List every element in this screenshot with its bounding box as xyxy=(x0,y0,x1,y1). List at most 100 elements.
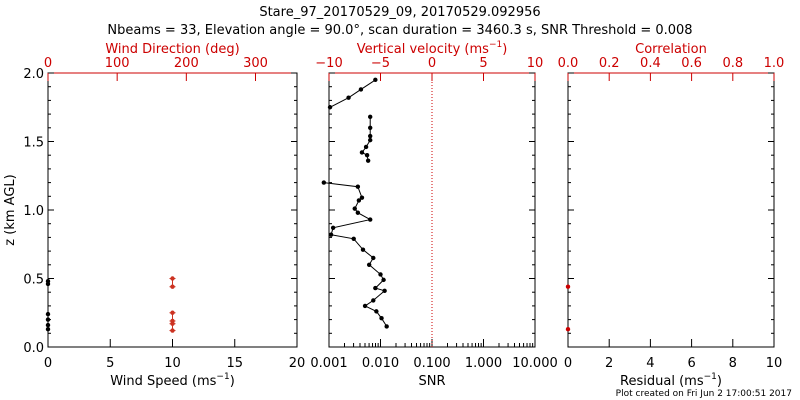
velocity-point xyxy=(360,247,366,252)
x-axis-label: SNR xyxy=(418,374,445,389)
wind-speed-point xyxy=(45,322,51,328)
x-axis-label: Residual (ms−1) xyxy=(620,372,722,389)
velocity-point xyxy=(355,210,361,215)
velocity-profile-line xyxy=(323,182,388,327)
figure-subtitle: Nbeams = 33, Elevation angle = 90.0°, sc… xyxy=(107,23,692,38)
velocity-point xyxy=(359,195,365,200)
x-axis-label: Wind Speed (ms−1) xyxy=(110,372,235,389)
x-tick-label: 4 xyxy=(646,356,654,371)
x-tick-label: 0 xyxy=(44,356,52,371)
x-tick-label: 0 xyxy=(564,356,572,371)
velocity-point xyxy=(368,114,373,120)
top-axis-label-sup: −1 xyxy=(489,40,502,50)
correlation-panel: 0 2 4 6 8 10 Residual (ms−1) 0.0 0.2 0.4 0.6 0.8 1.0… xyxy=(558,42,785,389)
velocity-point xyxy=(362,303,368,309)
x-tick-label: 10 xyxy=(766,356,783,371)
velocity-point xyxy=(356,198,362,203)
velocity-point xyxy=(368,137,373,143)
x-tick-label: 6 xyxy=(687,356,695,371)
velocity-point xyxy=(371,298,376,303)
velocity-point xyxy=(374,309,379,314)
plot-created-note: Plot created on Fri Jun 2 17:00:51 2017 xyxy=(616,389,792,399)
plot-frame xyxy=(47,72,298,348)
x-axis-label-main: Wind Speed (ms xyxy=(110,374,216,389)
velocity-point xyxy=(384,324,389,329)
velocity-point xyxy=(355,184,361,189)
x-tick-label: 8 xyxy=(729,356,737,371)
velocity-point xyxy=(327,105,333,110)
wind-speed-point xyxy=(45,317,51,322)
velocity-point xyxy=(373,285,378,291)
wind-speed-point xyxy=(45,326,51,332)
top-axis-label-tail: ) xyxy=(502,42,507,57)
velocity-point xyxy=(363,144,369,150)
velocity-point xyxy=(328,232,334,237)
top-tick-label: 0.8 xyxy=(722,56,743,71)
velocity-point xyxy=(352,206,357,211)
velocity-point xyxy=(346,95,351,100)
velocity-point xyxy=(373,77,378,83)
residual-point xyxy=(565,326,571,332)
y-tick-label: 2.0 xyxy=(23,67,44,82)
x-tick-label: 10.000 xyxy=(512,356,558,371)
figure-title: Stare_97_20170529_09, 20170529.092956 xyxy=(259,5,540,20)
top-tick-label: 0 xyxy=(428,56,436,71)
wind-speed-point xyxy=(45,281,51,287)
velocity-point xyxy=(378,272,383,277)
velocity-profile-line xyxy=(329,79,376,108)
velocity-point xyxy=(382,288,387,294)
velocity-point xyxy=(364,153,370,158)
x-tick-label: 20 xyxy=(289,356,306,371)
velocity-point xyxy=(368,217,373,222)
top-tick-label: 100 xyxy=(105,56,130,71)
top-axis-label-main: Correlation xyxy=(635,42,707,57)
top-tick-label: 0.6 xyxy=(681,56,702,71)
x-tick-label: 0.001 xyxy=(310,356,347,371)
velocity-point xyxy=(381,277,386,283)
x-tick-label: 1.000 xyxy=(465,356,502,371)
top-tick-label: 5 xyxy=(479,56,487,71)
x-axis-label-sup: −1 xyxy=(216,372,229,382)
x-tick-label: 0.010 xyxy=(362,356,399,371)
velocity-point xyxy=(358,87,364,92)
top-tick-label: −10 xyxy=(315,56,342,71)
x-tick-label: 10 xyxy=(164,356,181,371)
top-tick-label: 200 xyxy=(174,56,199,71)
velocity-point xyxy=(371,255,376,261)
top-tick-label: 0 xyxy=(44,56,52,71)
top-tick-label: 0.2 xyxy=(599,56,620,71)
y-tick-label: 1.5 xyxy=(23,136,44,151)
plot-frame xyxy=(328,72,536,348)
y-tick-label: 0.0 xyxy=(23,341,44,356)
wind-speed-point xyxy=(45,311,51,317)
top-axis-label-main: Vertical velocity (ms xyxy=(357,42,489,57)
velocity-point xyxy=(330,225,336,231)
velocity-point xyxy=(359,150,365,155)
top-axis-label: Vertical velocity (ms−1) xyxy=(357,40,508,57)
plot-frame xyxy=(567,72,775,348)
velocity-point xyxy=(379,316,384,321)
residual-point xyxy=(565,284,571,289)
y-axis-label: z (km AGL) xyxy=(3,174,18,245)
top-tick-label: 0.0 xyxy=(558,56,579,71)
x-axis-label-sup: −1 xyxy=(704,372,717,382)
velocity-point xyxy=(368,125,373,130)
velocity-point xyxy=(368,133,373,139)
x-tick-label: 5 xyxy=(106,356,114,371)
top-tick-label: 300 xyxy=(243,56,268,71)
x-tick-label: 2 xyxy=(605,356,613,371)
x-tick-label: 0.100 xyxy=(413,356,450,371)
velocity-point xyxy=(366,262,372,267)
top-tick-label: −5 xyxy=(371,56,390,71)
top-tick-label: 0.4 xyxy=(640,56,661,71)
wind-panel: 0.0 0.5 1.0 1.5 2.0 z (km AGL) 0 5 10 15 20 Wind Sp… xyxy=(3,42,305,389)
velocity-point xyxy=(365,158,371,163)
x-axis-label-main: SNR xyxy=(418,374,445,389)
x-axis-label-tail: ) xyxy=(230,374,235,389)
top-axis-label: Correlation xyxy=(635,42,707,57)
top-tick-label: 10 xyxy=(527,56,544,71)
x-axis-label-main: Residual (ms xyxy=(620,374,704,389)
velocity-panel: 0.001 0.010 0.100 1.000 10.000 SNR −10 −5 0 5 10 Ve… xyxy=(310,40,557,389)
top-tick-label: 1.0 xyxy=(764,56,785,71)
